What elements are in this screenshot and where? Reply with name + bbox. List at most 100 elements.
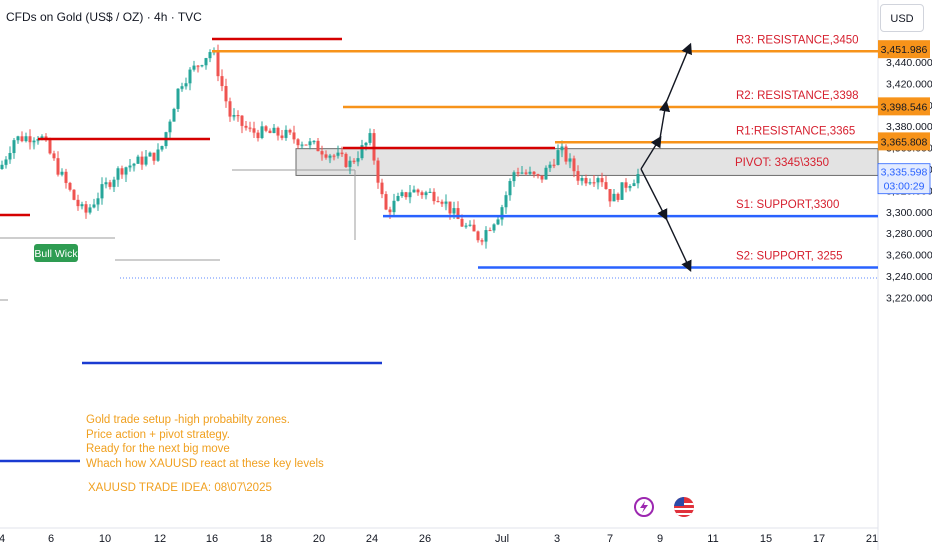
candle-body	[344, 153, 348, 167]
candle-body	[288, 129, 292, 133]
candle-body	[464, 225, 468, 227]
candle-body	[152, 152, 156, 161]
candle-body	[504, 195, 508, 208]
candle-body	[584, 178, 588, 184]
lightning-icon[interactable]	[634, 497, 654, 517]
candle-body	[600, 178, 604, 183]
candle-body	[144, 156, 148, 165]
candle-body	[84, 204, 88, 213]
price-tag-label: 3,451.986	[881, 44, 928, 56]
y-tick-label: 3,240.000	[886, 271, 932, 283]
note-line: Price action + pivot strategy.	[86, 428, 230, 441]
projection-arrow	[640, 168, 668, 221]
candle-body	[224, 86, 228, 102]
candle-body	[560, 146, 564, 151]
candle-body	[624, 182, 628, 188]
candle-body	[52, 153, 56, 159]
candle-body	[444, 201, 448, 204]
candle-body	[280, 135, 284, 138]
candle-body	[120, 168, 124, 175]
candle-body	[32, 140, 36, 143]
candle-body	[500, 207, 504, 220]
level-label: R1:RESISTANCE,3365	[736, 125, 855, 137]
candle-body	[100, 184, 104, 199]
candle-body	[460, 218, 464, 227]
candle-body	[380, 182, 384, 195]
price-tag	[878, 132, 930, 151]
candle-body	[544, 167, 548, 180]
x-tick-label: 26	[419, 533, 431, 545]
candle-body	[472, 224, 476, 232]
x-tick-label: 16	[206, 533, 218, 545]
x-tick-label: 3	[554, 533, 560, 545]
candle-body	[396, 195, 400, 201]
y-tick-label: 3,380.000	[886, 121, 932, 133]
candle-body	[508, 181, 512, 196]
candle-body	[192, 65, 196, 70]
note-line: Ready for the next big move	[86, 443, 230, 455]
candle-body	[72, 189, 76, 200]
candle-body	[148, 152, 152, 157]
price-tag-label: 3,365.808	[881, 136, 928, 148]
candle-body	[64, 171, 68, 183]
candle-body	[340, 152, 344, 154]
candle-body	[176, 88, 180, 109]
candle-body	[48, 140, 52, 154]
candle-body	[0, 164, 4, 169]
candle-body	[132, 163, 136, 166]
candle-body	[260, 126, 264, 139]
price-tag	[878, 40, 930, 59]
badge-bull-wick	[34, 244, 78, 262]
candle-body	[412, 189, 416, 193]
candle-body	[208, 52, 212, 59]
candle-body	[456, 208, 460, 219]
candle-body	[480, 240, 484, 242]
trade-notes: Gold trade setup -high probabilty zones.…	[86, 413, 324, 471]
candle-body	[564, 146, 568, 162]
level-label: S1: SUPPORT,3300	[736, 199, 839, 211]
badge-bull-wick-text: Bull Wick	[34, 248, 78, 260]
candle-body	[8, 153, 12, 160]
candle-body	[572, 158, 576, 172]
candle-body	[268, 130, 272, 134]
candle-body	[124, 167, 128, 175]
candle-body	[556, 150, 560, 165]
candle-body	[20, 136, 24, 142]
candle-body	[300, 144, 304, 146]
currency-button[interactable]: USD	[880, 4, 924, 32]
candle-body	[236, 115, 240, 117]
candle-body	[336, 152, 340, 156]
candle-body	[604, 182, 608, 190]
candle-body	[540, 175, 544, 180]
candle-body	[220, 76, 224, 87]
x-tick-label: Jul	[495, 533, 509, 545]
candle-body	[140, 156, 144, 165]
x-tick-label: 7	[607, 533, 613, 545]
candle-body	[588, 182, 592, 184]
y-tick-label: 3,300.000	[886, 207, 932, 219]
candle-body	[492, 224, 496, 231]
candle-body	[576, 171, 580, 181]
projection-arrow	[665, 217, 692, 272]
candle-body	[316, 140, 320, 152]
candle-body	[172, 108, 176, 122]
candle-body	[368, 133, 372, 143]
current-price-tag	[877, 163, 931, 195]
level-label: R3: RESISTANCE,3450	[736, 34, 859, 46]
y-tick-label: 3,280.000	[886, 228, 932, 240]
candle-body	[56, 158, 60, 175]
candle-body	[216, 51, 220, 77]
candle-body	[204, 58, 208, 66]
candle-body	[392, 200, 396, 213]
candle-body	[80, 204, 84, 207]
y-tick-label: 3,260.000	[886, 250, 932, 262]
candle-body	[292, 132, 296, 140]
candle-body	[452, 208, 456, 214]
candle-body	[384, 194, 388, 210]
candle-body	[180, 86, 184, 89]
candle-body	[440, 201, 444, 204]
candle-body	[304, 144, 308, 146]
us-flag-icon[interactable]	[674, 497, 694, 517]
